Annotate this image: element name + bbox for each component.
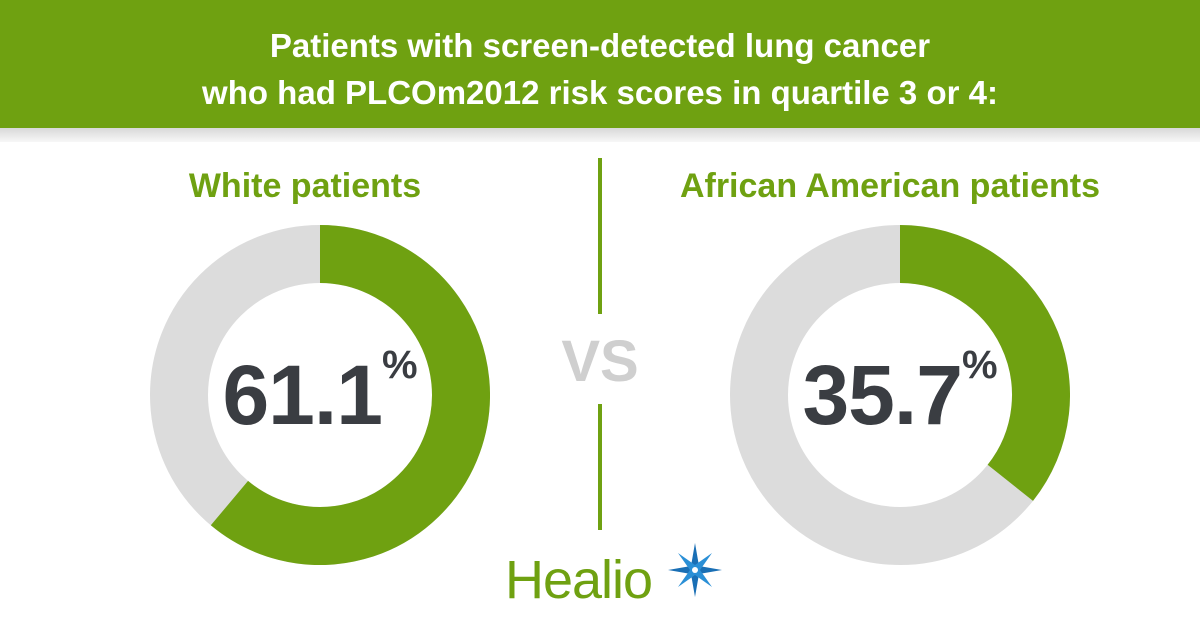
header-banner <box>0 0 1200 128</box>
divider-line-bottom <box>598 404 602 530</box>
donut-slice-african-american-value <box>899 225 1070 501</box>
header-shadow <box>0 128 1200 142</box>
panel-title-white-patients: White patients <box>188 167 422 205</box>
donut-slice-white-value <box>210 225 490 565</box>
title-line-2: who had PLCOm2012 risk scores in quartil… <box>202 74 998 111</box>
donut-svg-african-american <box>730 225 1070 565</box>
donut-svg-white <box>150 225 490 565</box>
page-title: Patients with screen-detected lung cance… <box>0 22 1200 116</box>
title-line-1: Patients with screen-detected lung cance… <box>269 27 931 64</box>
star-burst-icon <box>668 543 722 597</box>
vs-label: VS <box>561 329 639 394</box>
value-label-white: 61.1 <box>222 348 382 442</box>
percent-sign-white: % <box>381 343 418 387</box>
center-value-white: 61.1 % <box>150 225 490 565</box>
center-value-african-american: 35.7 % <box>730 225 1070 565</box>
donut-chart-white-patients: 61.1 % <box>150 225 490 565</box>
donut-chart-african-american-patients: 35.7 % <box>730 225 1070 565</box>
divider-line-top <box>598 158 602 314</box>
logo-wordmark: Healio <box>505 550 653 610</box>
value-label-african-american: 35.7 <box>802 348 962 442</box>
panel-title-african-american-patients: African American patients <box>679 167 1101 205</box>
healio-logo: Healio <box>505 540 735 610</box>
percent-sign-african-american: % <box>961 343 998 387</box>
